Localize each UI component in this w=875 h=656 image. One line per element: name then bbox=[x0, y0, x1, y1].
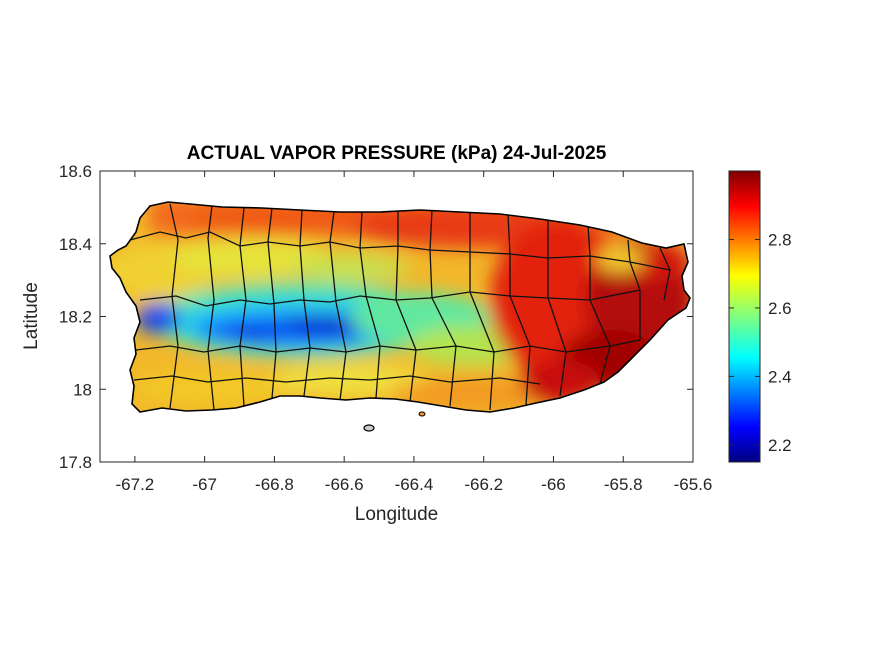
caja-de-muertos-island bbox=[363, 424, 375, 432]
colorbar-ticks: 2.2 2.4 2.6 2.8 bbox=[729, 230, 792, 455]
x-tick-label: -67.2 bbox=[116, 475, 155, 494]
y-tick-label: 18.2 bbox=[59, 308, 92, 327]
x-tick-label: -65.6 bbox=[674, 475, 713, 494]
colorbar-tick-label: 2.2 bbox=[768, 436, 792, 455]
y-axis-ticks: 17.8 18 18.2 18.4 18.6 bbox=[59, 162, 693, 472]
x-axis-ticks: -67.2 -67 -66.8 -66.6 -66.4 -66.2 -66 -65.8 -65.… bbox=[116, 171, 713, 494]
small-islet bbox=[418, 411, 426, 417]
x-tick-label: -66.4 bbox=[395, 475, 434, 494]
x-tick-label: -65.8 bbox=[604, 475, 643, 494]
x-tick-label: -66.2 bbox=[464, 475, 503, 494]
y-tick-label: 18 bbox=[73, 380, 92, 399]
colorbar-tick-label: 2.6 bbox=[768, 299, 792, 318]
y-tick-label: 18.6 bbox=[59, 162, 92, 181]
colorbar-tick-label: 2.4 bbox=[768, 367, 792, 386]
y-tick-label: 18.4 bbox=[59, 235, 92, 254]
x-tick-label: -67 bbox=[192, 475, 217, 494]
municipal-boundaries bbox=[129, 203, 671, 411]
x-axis-label: Longitude bbox=[354, 504, 439, 525]
x-tick-label: -66 bbox=[541, 475, 566, 494]
x-tick-label: -66.6 bbox=[325, 475, 364, 494]
map-title: ACTUAL VAPOR PRESSURE (kPa) 24-Jul-2025 bbox=[186, 143, 607, 164]
y-tick-label: 17.8 bbox=[59, 453, 92, 472]
x-tick-label: -66.8 bbox=[255, 475, 294, 494]
colorbar bbox=[728, 170, 761, 463]
colorbar-tick-label: 2.8 bbox=[768, 230, 792, 249]
